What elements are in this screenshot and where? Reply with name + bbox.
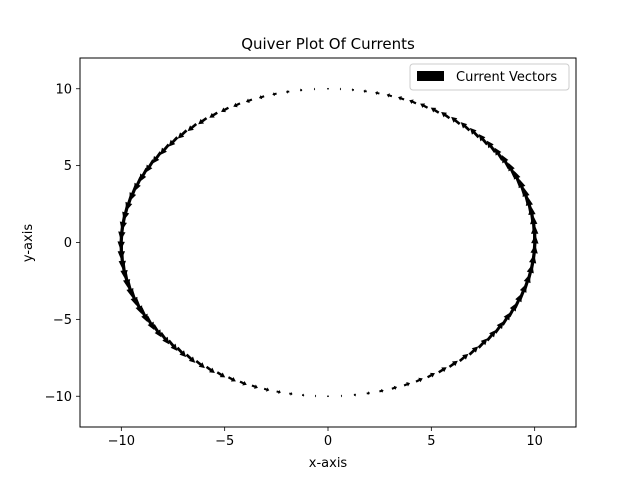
quiver-arrow <box>314 394 317 398</box>
quiver-arrow <box>176 346 187 358</box>
quiver-arrow <box>363 89 367 94</box>
x-tick-label: 10 <box>526 434 543 449</box>
x-tick-label: 0 <box>324 434 332 449</box>
y-tick-label: 5 <box>64 159 72 174</box>
quiver-arrow <box>313 87 316 91</box>
quiver-arrow <box>366 391 370 396</box>
quiver-arrow <box>340 394 343 398</box>
quiver-arrow <box>221 106 230 113</box>
y-tick-label: 0 <box>64 236 72 251</box>
quiver-arrow <box>513 170 522 187</box>
quiver-arrow <box>289 391 293 396</box>
quiver-arrow <box>185 353 196 363</box>
quiver-arrow <box>460 122 471 132</box>
quiver-arrow <box>339 87 342 91</box>
quiver-arrow <box>168 136 179 147</box>
y-axis-label: y-axis <box>21 224 36 262</box>
x-tick-label: −5 <box>215 434 234 449</box>
quiver-arrow <box>430 107 440 114</box>
quiver-arrow <box>494 321 504 334</box>
quiver-arrow <box>426 372 435 379</box>
quiver-arrow <box>286 89 290 94</box>
quiver-arrow <box>438 367 447 374</box>
quiver-arrow <box>263 387 270 392</box>
quiver-arrow <box>420 103 429 109</box>
quiver-arrow <box>403 382 411 387</box>
quiver-arrow <box>458 353 469 362</box>
quiver-arrow <box>501 154 511 170</box>
quiver-arrow <box>245 98 253 103</box>
quiver-arrow <box>251 384 258 389</box>
quiver-arrow <box>145 315 155 331</box>
quiver-arrow <box>276 389 281 395</box>
quiver-arrow <box>301 393 305 398</box>
x-axis-ticks: −10 −5 0 5 10 <box>108 427 543 449</box>
y-axis-ticks: −10 −5 0 5 10 <box>45 82 80 405</box>
quiver-arrow <box>478 134 489 146</box>
quiver-arrow <box>469 127 480 139</box>
quiver-arrow <box>152 324 162 338</box>
quiver-arrow <box>258 94 265 100</box>
quiver-arrow <box>187 123 198 132</box>
quiver-arrow <box>494 147 504 161</box>
quiver-arrow <box>198 117 208 125</box>
quiver-arrow <box>486 140 497 153</box>
quiver-arrow <box>351 87 355 92</box>
quiver-arrow <box>299 88 303 92</box>
quiver-arrow <box>386 93 393 98</box>
quiver-arrow <box>117 242 126 261</box>
quiver-arrow <box>167 339 178 351</box>
quiver-arrow <box>195 359 205 369</box>
quiver-arrow <box>327 395 329 398</box>
y-tick-label: −5 <box>53 313 72 328</box>
quiver-arrow <box>177 129 188 139</box>
quiver-arrow <box>409 99 417 105</box>
quiver-arrow <box>451 116 461 126</box>
quiver-arrow <box>233 102 241 108</box>
quiver-arrow <box>117 232 125 251</box>
quiver-arrow <box>272 92 277 97</box>
x-axis-label: x-axis <box>309 456 348 471</box>
quiver-arrow <box>415 377 423 383</box>
y-tick-label: −10 <box>45 390 72 405</box>
quiver-arrow <box>160 143 170 155</box>
legend: Current Vectors <box>409 63 570 91</box>
quiver-arrow <box>398 96 405 101</box>
quiver-arrow <box>139 307 148 323</box>
x-tick-label: 5 <box>427 434 435 449</box>
quiver-arrow <box>530 224 539 243</box>
quiver-arrow <box>134 298 143 315</box>
quiver-arrow <box>379 388 384 393</box>
quiver-arrow <box>205 365 215 373</box>
y-tick-label: 10 <box>55 82 72 97</box>
legend-swatch <box>417 71 444 81</box>
quiver-arrow <box>486 330 496 342</box>
plot-area-frame <box>79 57 577 428</box>
quiver-arrow <box>152 151 162 164</box>
quiver-arrow <box>209 111 218 118</box>
quiver-arrow <box>477 338 488 349</box>
chart-title: Quiver Plot Of Currents <box>241 35 415 53</box>
quiver-arrow <box>448 360 458 368</box>
quiver-arrow <box>227 376 236 382</box>
legend-label: Current Vectors <box>456 70 557 85</box>
quiver-arrow <box>327 87 329 90</box>
arrow-layer <box>117 87 539 398</box>
quiver-arrow <box>159 332 170 345</box>
quiver-arrow <box>391 385 398 391</box>
quiver-arrow <box>468 346 479 356</box>
quiver-arrow <box>375 90 380 96</box>
quiver-arrow <box>531 234 539 253</box>
quiver-arrow <box>353 393 357 397</box>
quiver-arrow <box>441 112 451 120</box>
x-tick-label: −10 <box>108 434 135 449</box>
quiver-arrow <box>508 162 517 178</box>
legend-frame <box>409 63 570 91</box>
quiver-arrow <box>216 371 226 378</box>
quiver-arrow <box>239 380 247 386</box>
